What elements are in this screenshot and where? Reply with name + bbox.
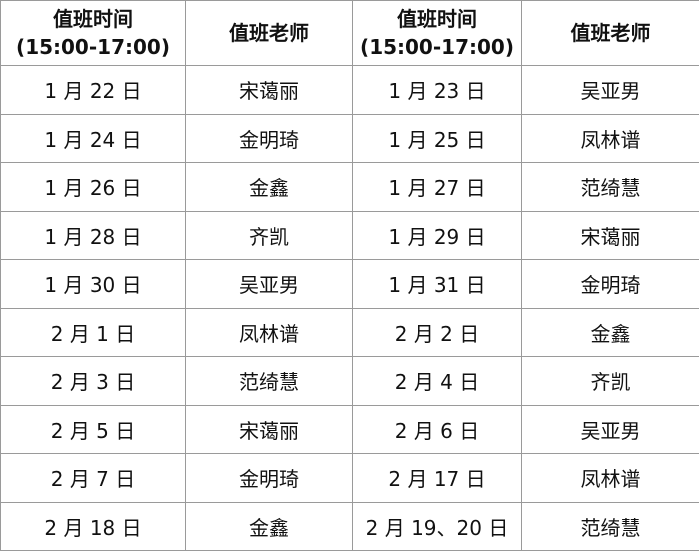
date-cell: 1 月 25 日 [352,113,522,163]
teacher-cell: 金明琦 [185,113,353,163]
date-cell: 1 月 28 日 [0,210,186,260]
row: 2 月 5 日宋蔼丽 2 月 6 日吴亚男 [0,404,699,454]
row: 2 月 1 日凤林谱 2 月 2 日金鑫 [0,307,699,357]
teacher-cell: 宋蔼丽 [185,404,353,454]
teacher-cell: 吴亚男 [185,259,353,309]
header-cell: 值班时间 (15:00-17:00) [0,0,186,66]
date-cell: 2 月 6 日 [352,404,522,454]
teacher-cell: 金明琦 [185,453,353,503]
row: 1 月 28 日齐凯 1 月 29 日宋蔼丽 [0,210,699,260]
teacher-cell: 齐凯 [185,210,353,260]
date-cell: 2 月 5 日 [0,404,186,454]
date-cell: 1 月 31 日 [352,259,522,309]
date-cell: 1 月 26 日 [0,162,186,212]
teacher-cell: 宋蔼丽 [185,65,353,115]
teacher-cell: 宋蔼丽 [521,210,699,260]
table-body: 1 月 22 日宋蔼丽 1 月 23 日吴亚男 1 月 24 日金明琦 1 月 25 … [0,65,699,551]
teacher-cell: 范绮慧 [185,356,353,406]
teacher-cell: 吴亚男 [521,404,699,454]
row: 1 月 30 日吴亚男 1 月 31 日金明琦 [0,259,699,309]
teacher-cell: 凤林谱 [521,113,699,163]
teacher-cell: 范绮慧 [521,501,699,551]
date-cell: 2 月 17 日 [352,453,522,503]
date-cell: 1 月 29 日 [352,210,522,260]
date-cell: 1 月 22 日 [0,65,186,115]
row: 2 月 18 日金鑫 2 月 19、20 日范绮慧 [0,501,699,551]
date-cell: 2 月 3 日 [0,356,186,406]
teacher-cell: 金明琦 [521,259,699,309]
header-row: 值班时间 (15:00-17:00) 值班老师 值班时间 (15:00-17:00)… [0,0,699,66]
teacher-cell: 凤林谱 [185,307,353,357]
date-cell: 1 月 30 日 [0,259,186,309]
date-cell: 1 月 27 日 [352,162,522,212]
row: 1 月 24 日金明琦 1 月 25 日凤林谱 [0,113,699,163]
row: 2 月 7 日金明琦 2 月 17 日凤林谱 [0,453,699,503]
row: 1 月 26 日金鑫 1 月 27 日范绮慧 [0,162,699,212]
date-cell: 2 月 18 日 [0,501,186,551]
header-cell: 值班老师 [185,0,353,66]
teacher-cell: 范绮慧 [521,162,699,212]
date-cell: 2 月 7 日 [0,453,186,503]
teacher-cell: 金鑫 [521,307,699,357]
header-cell: 值班老师 [521,0,699,66]
teacher-cell: 齐凯 [521,356,699,406]
teacher-cell: 金鑫 [185,162,353,212]
teacher-cell: 吴亚男 [521,65,699,115]
date-cell: 2 月 4 日 [352,356,522,406]
date-cell: 2 月 19、20 日 [352,501,522,551]
row: 2 月 3 日范绮慧 2 月 4 日齐凯 [0,356,699,406]
teacher-cell: 金鑫 [185,501,353,551]
row: 1 月 22 日宋蔼丽 1 月 23 日吴亚男 [0,65,699,115]
header-cell: 值班时间 (15:00-17:00) [352,0,522,66]
date-cell: 1 月 24 日 [0,113,186,163]
date-cell: 2 月 1 日 [0,307,186,357]
teacher-cell: 凤林谱 [521,453,699,503]
date-cell: 2 月 2 日 [352,307,522,357]
date-cell: 1 月 23 日 [352,65,522,115]
